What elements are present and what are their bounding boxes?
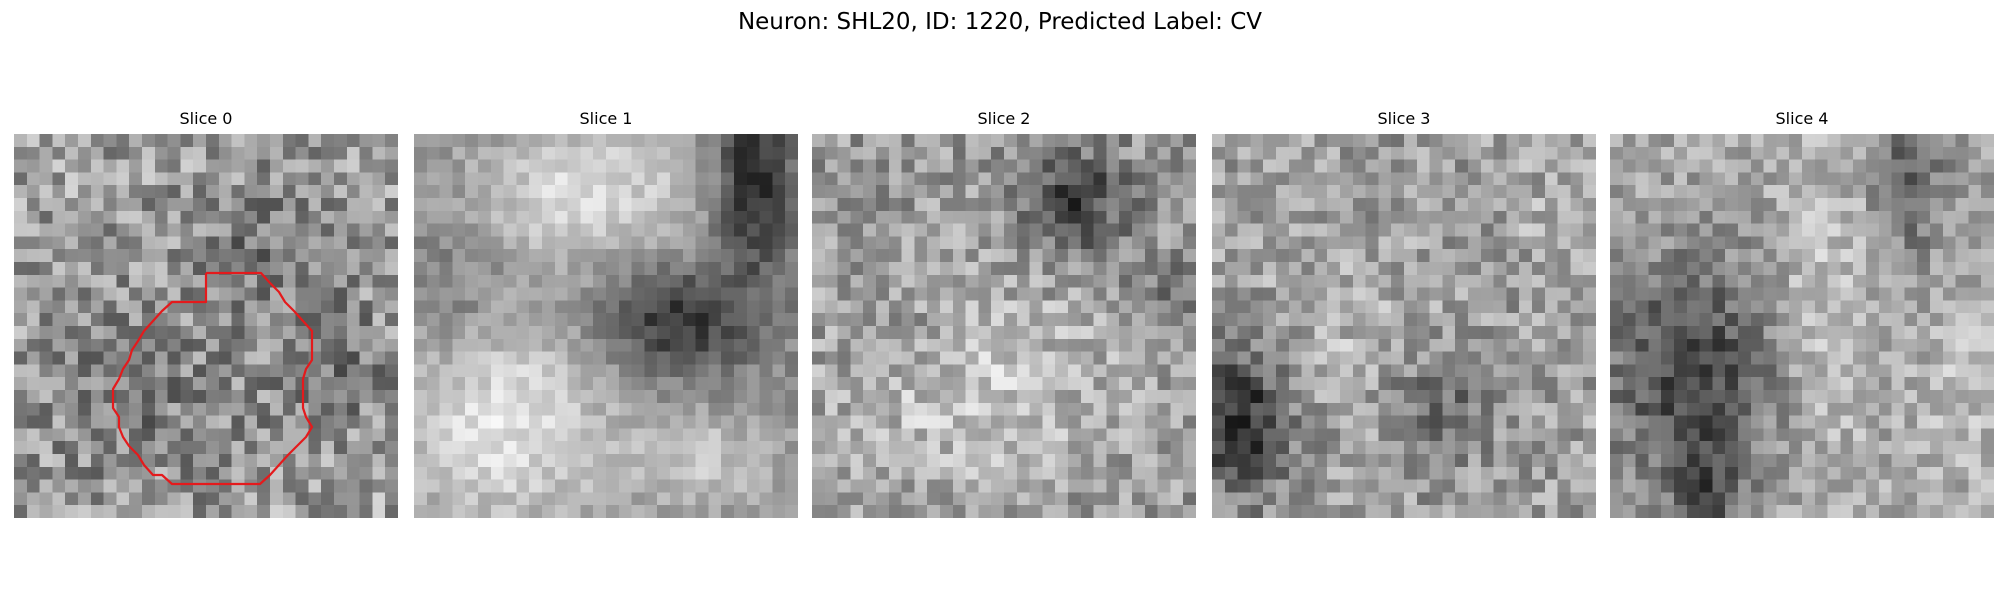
figure-title: Neuron: SHL20, ID: 1220, Predicted Label… [737,9,1263,35]
slice-image-3 [1212,134,1596,518]
slice-image-4 [1610,134,1994,518]
slice-title-4: Slice 4 [1775,109,1829,128]
slice-title-2: Slice 2 [977,109,1031,128]
slice-image-0 [14,134,398,518]
slice-title-3: Slice 3 [1377,109,1431,128]
roi-contour [111,271,314,486]
slice-title-1: Slice 1 [579,109,633,128]
slice-title-0: Slice 0 [179,109,233,128]
roi-contour-overlay [111,271,314,486]
slice-image-1 [414,134,798,518]
slice-image-2 [812,134,1196,518]
